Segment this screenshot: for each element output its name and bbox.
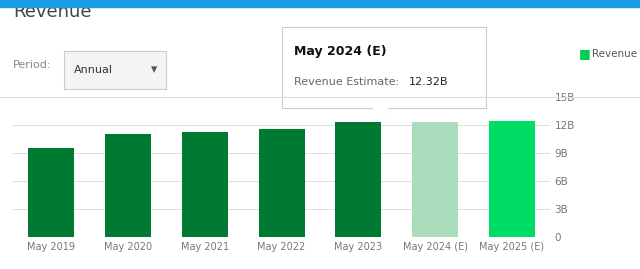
Bar bbox=[182, 132, 228, 237]
Bar bbox=[28, 148, 74, 237]
Text: Period:: Period: bbox=[13, 59, 51, 70]
Text: Revenue Estimate: Revenue Estimate bbox=[592, 49, 640, 59]
Text: May 2024 (E): May 2024 (E) bbox=[294, 45, 387, 58]
Text: 12.32B: 12.32B bbox=[408, 77, 448, 87]
Bar bbox=[412, 122, 458, 237]
Text: Annual: Annual bbox=[74, 65, 113, 75]
Bar bbox=[335, 122, 381, 237]
Text: Revenue Estimate:: Revenue Estimate: bbox=[294, 77, 399, 87]
Text: ▾: ▾ bbox=[151, 63, 157, 76]
Bar bbox=[489, 122, 535, 237]
Text: Revenue: Revenue bbox=[13, 3, 92, 21]
Bar bbox=[105, 134, 151, 237]
Text: ■: ■ bbox=[579, 47, 591, 60]
Bar bbox=[259, 129, 305, 237]
